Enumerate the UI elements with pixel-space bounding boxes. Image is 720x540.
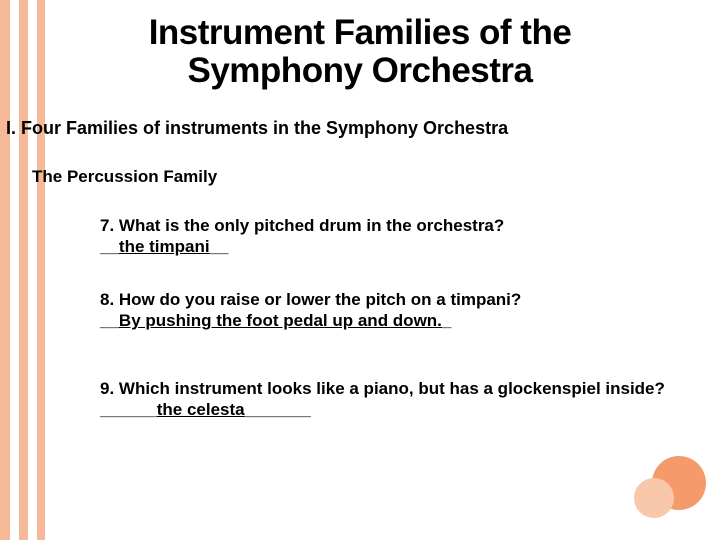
answer-7-line: __the timpani__ xyxy=(100,236,670,257)
answer-8: By pushing the foot pedal up and down. xyxy=(119,311,442,330)
blank-prefix: __ xyxy=(100,311,119,330)
blank-suffix: _ xyxy=(442,311,451,330)
slide-content: Instrument Families of the Symphony Orch… xyxy=(0,0,720,540)
question-9: 9. Which instrument looks like a piano, … xyxy=(100,378,670,421)
answer-7: the timpani xyxy=(119,237,210,256)
qa-item-8: 8. How do you raise or lower the pitch o… xyxy=(100,289,670,332)
accent-circle xyxy=(634,478,674,518)
answer-9: the celesta xyxy=(157,400,245,419)
question-9-part2: _______ xyxy=(245,400,311,419)
title-line-2: Symphony Orchestra xyxy=(188,51,533,90)
qa-item-9: 9. Which instrument looks like a piano, … xyxy=(100,378,670,421)
question-7: 7. What is the only pitched drum in the … xyxy=(100,215,670,236)
blank-suffix: __ xyxy=(210,237,229,256)
blank-prefix: __ xyxy=(100,237,119,256)
section-heading: I. Four Families of instruments in the S… xyxy=(6,118,700,139)
qa-item-7: 7. What is the only pitched drum in the … xyxy=(100,215,670,258)
question-8: 8. How do you raise or lower the pitch o… xyxy=(100,289,670,310)
answer-8-line: __By pushing the foot pedal up and down.… xyxy=(100,310,670,331)
title-line-1: Instrument Families of the xyxy=(149,13,572,52)
slide-title: Instrument Families of the Symphony Orch… xyxy=(20,14,700,90)
family-subheading: The Percussion Family xyxy=(32,167,700,187)
